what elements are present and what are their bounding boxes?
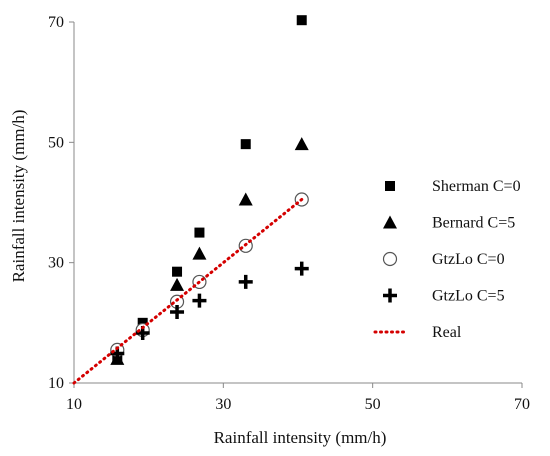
- y-tick-label: 70: [48, 14, 64, 31]
- x-tick-label: 50: [365, 396, 381, 413]
- legend-item: GtzLo C=5: [383, 288, 505, 305]
- data-point: [192, 293, 207, 308]
- data-point: [296, 15, 307, 26]
- legend-label: Bernard C=5: [432, 215, 515, 232]
- data-point: [170, 305, 185, 320]
- legend-swatch: [385, 181, 395, 191]
- data-point: [240, 139, 251, 150]
- real-line: [72, 197, 304, 385]
- x-tick-label: 70: [514, 396, 530, 413]
- legend: Sherman C=0 Bernard C=5 GtzLo C=0 GtzLo C=5…: [373, 178, 521, 341]
- data-point: [238, 274, 253, 289]
- data-point: [294, 261, 309, 276]
- legend-label: GtzLo C=0: [432, 251, 505, 268]
- data-point: [294, 137, 309, 151]
- x-tick-label: 30: [215, 396, 231, 413]
- y-tick-label: 30: [48, 255, 64, 272]
- legend-label: Sherman C=0: [432, 178, 521, 195]
- legend-swatch: [382, 251, 398, 267]
- legend-item: Real: [373, 324, 462, 341]
- data-marks: [72, 15, 309, 385]
- data-point: [238, 192, 253, 206]
- legend-label: Real: [432, 324, 462, 341]
- x-axis-title: Rainfall intensity (mm/h): [214, 428, 387, 447]
- legend-item: GtzLo C=0: [382, 251, 505, 268]
- tick-labels: 10 30 50 70 10 30 50 70: [48, 14, 530, 413]
- data-point: [192, 246, 207, 260]
- data-point: [194, 227, 205, 238]
- series-sherman-c-0: [112, 15, 307, 364]
- y-axis-title: Rainfall intensity (mm/h): [9, 110, 28, 283]
- x-tick-label: 10: [66, 396, 82, 413]
- y-tick-label: 50: [48, 134, 64, 151]
- legend-item: Sherman C=0: [385, 178, 521, 195]
- axes: [69, 21, 523, 388]
- legend-swatch: [383, 215, 397, 229]
- series-gtzlo-c-5: [110, 261, 309, 361]
- data-point: [172, 266, 183, 277]
- series-real: [72, 197, 304, 385]
- y-tick-label: 10: [48, 375, 64, 392]
- data-point: [170, 277, 185, 291]
- legend-label: GtzLo C=5: [432, 288, 505, 305]
- legend-item: Bernard C=5: [383, 215, 515, 232]
- legend-swatch: [383, 288, 397, 303]
